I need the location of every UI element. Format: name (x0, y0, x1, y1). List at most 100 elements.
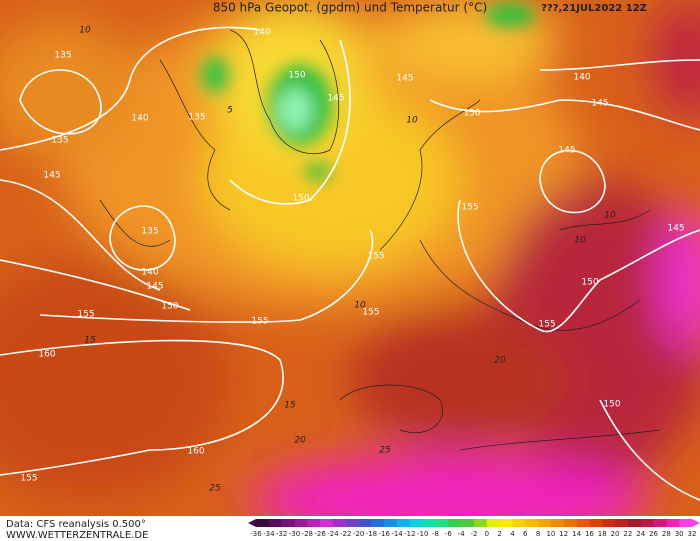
colorbar-swatch (307, 519, 321, 527)
geopotential-label: 140 (141, 268, 158, 278)
colorbar-swatch (499, 519, 513, 527)
geopotential-label: 135 (188, 113, 205, 123)
temperature-label: 10 (574, 236, 586, 246)
colorbar-swatch (320, 519, 334, 527)
temperature-label: 25 (209, 484, 221, 494)
geopotential-label: 160 (187, 447, 204, 457)
colorbar-tick-label: -34 (263, 530, 275, 538)
colorbar-swatch (486, 519, 500, 527)
colorbar-swatch (256, 519, 270, 527)
colorbar-swatch (384, 519, 398, 527)
colorbar-tick-label: 30 (675, 530, 684, 538)
geopotential-label: 145 (558, 146, 575, 156)
map-date: ???,21JUL2022 12Z (541, 3, 647, 14)
colorbar-tick-label: 20 (611, 530, 620, 538)
geopotential-label: 145 (667, 224, 684, 234)
colorbar-tick-label: -14 (391, 530, 403, 538)
colorbar-tick-label: 18 (598, 530, 607, 538)
colorbar-swatch (679, 519, 693, 527)
colorbar-tick-label: -30 (289, 530, 300, 538)
temperature-label: 20 (494, 356, 506, 366)
colorbar-tick-label: -20 (353, 530, 364, 538)
colorbar-tick-label: -10 (417, 530, 428, 538)
colorbar-swatch (422, 519, 436, 527)
colorbar-tick-label: 4 (510, 530, 515, 538)
colorbar-tick-label: -22 (340, 530, 351, 538)
colorbar-swatch (627, 519, 642, 527)
geopotential-label: 160 (38, 350, 55, 360)
geopotential-label: 140 (131, 114, 148, 124)
colorbar-swatch (397, 519, 411, 527)
geopotential-label: 135 (54, 51, 71, 61)
colorbar-tick-label: -36 (250, 530, 262, 538)
temperature-label: 5 (227, 106, 233, 116)
geopotential-label: 150 (603, 400, 620, 410)
colorbar-swatch (550, 519, 565, 527)
colorbar-tick-label: 0 (485, 530, 489, 538)
geopotential-label: 155 (20, 474, 37, 484)
geopotential-label: 145 (327, 94, 344, 104)
geopotential-label: 155 (77, 310, 94, 320)
geopotential-label: 150 (161, 302, 178, 312)
colorbar-swatch (371, 519, 385, 527)
colorbar-tick-label: 2 (497, 530, 501, 538)
colorbar-tick-label: 6 (523, 530, 528, 538)
colorbar-swatch (589, 519, 603, 527)
colorbar-tick-label: 26 (649, 530, 658, 538)
colorbar-swatch (563, 519, 577, 527)
colorbar-swatch (512, 519, 526, 527)
coastline (99, 29, 661, 451)
geopotential-label: 150 (581, 278, 598, 288)
colorbar-tick-label: -18 (366, 530, 377, 538)
colorbar-tick-label: -26 (314, 530, 326, 538)
colorbar-swatch (640, 519, 654, 527)
colorbar-tick-label: -8 (432, 530, 439, 538)
colorbar-swatch (666, 519, 680, 527)
geopotential-label: 140 (573, 73, 590, 83)
colorbar-swatch (448, 519, 462, 527)
colorbar-swatch (345, 519, 359, 527)
colorbar-swatch (332, 519, 347, 527)
temperature-label: 15 (284, 401, 296, 411)
temperature-label: 10 (604, 211, 616, 221)
colorbar-swatch (576, 519, 590, 527)
temperature-label: 10 (406, 116, 418, 126)
geopotential-label: 150 (288, 71, 305, 81)
geopotential-label: 150 (292, 194, 309, 204)
colorbar-swatch (538, 519, 552, 527)
map-title: 850 hPa Geopot. (gpdm) und Temperatur (°… (213, 1, 487, 15)
colorbar-tick-label: 8 (536, 530, 540, 538)
geopotential-label: 145 (43, 171, 60, 181)
colorbar-swatch (435, 519, 449, 527)
geopotential-label: 155 (367, 252, 384, 262)
colorbar-end (692, 519, 700, 527)
temperature-label: 10 (354, 301, 366, 311)
colorbar-tick-label: -6 (445, 530, 453, 538)
colorbar-tick-label: -32 (276, 530, 287, 538)
geopotential-label: 155 (251, 317, 268, 327)
colorbar-swatch (294, 519, 308, 527)
colorbar-tick-label: -2 (471, 530, 478, 538)
colorbar-swatch (358, 519, 372, 527)
temperature-label: 10 (79, 26, 91, 36)
geopotential-label: 135 (51, 136, 68, 146)
temperature-label: 25 (379, 446, 391, 456)
colorbar-tick-label: 12 (559, 530, 568, 538)
colorbar-tick-label: 16 (585, 530, 594, 538)
geopotential-label: 145 (146, 282, 163, 292)
colorbar-end (248, 519, 256, 527)
colorbar-tick-label: 24 (636, 530, 645, 538)
site-name: WWW.WETTERZENTRALE.DE (6, 530, 148, 541)
colorbar-tick-label: 28 (662, 530, 671, 538)
colorbar-tick-label: 10 (546, 530, 555, 538)
colorbar-swatch (602, 519, 616, 527)
colorbar-tick-label: -28 (302, 530, 313, 538)
geopotential-label: 140 (253, 28, 270, 38)
colorbar-tick-label: -24 (327, 530, 339, 538)
geopotential-label: 155 (538, 320, 555, 330)
colorbar-swatch (281, 519, 295, 527)
colorbar-tick-label: -12 (404, 530, 415, 538)
colorbar-tick-label: 22 (623, 530, 632, 538)
